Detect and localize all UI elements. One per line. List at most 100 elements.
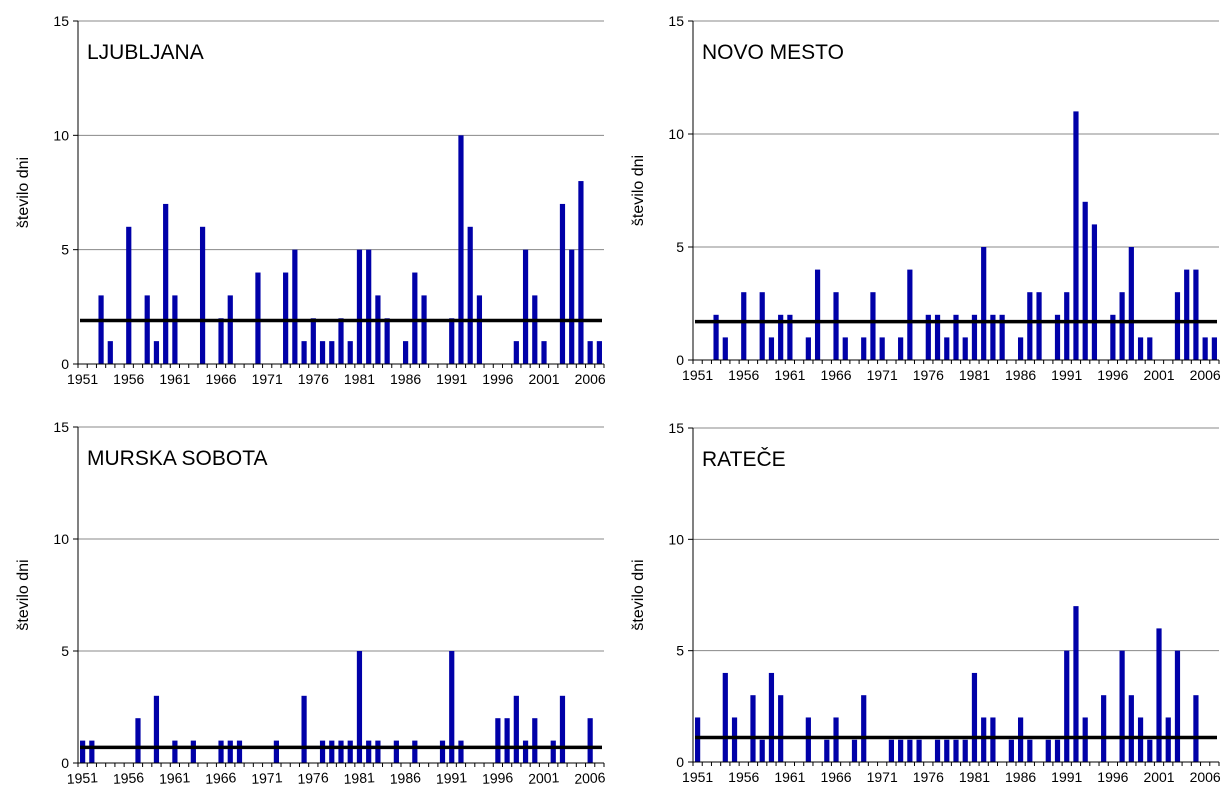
y-tick-label: 15 (53, 419, 69, 435)
bar (1064, 292, 1069, 360)
bar (495, 718, 500, 763)
bar (329, 741, 334, 763)
bar (944, 740, 949, 762)
bar (935, 740, 940, 762)
bar (551, 741, 556, 763)
bar (880, 337, 885, 360)
x-tick-label: 2001 (528, 769, 560, 787)
bar (154, 341, 159, 364)
bar (1120, 651, 1125, 762)
bar (695, 717, 700, 762)
x-tick-label: 1966 (820, 769, 851, 785)
x-tick-label: 1976 (298, 371, 329, 387)
bar (588, 718, 593, 763)
bar (723, 337, 728, 360)
x-tick-label: 1971 (867, 769, 898, 785)
bar (833, 717, 838, 762)
bar (1138, 717, 1143, 762)
bar (578, 181, 583, 364)
bar (1027, 740, 1032, 762)
bar (1193, 270, 1198, 360)
bar (172, 741, 177, 763)
bar (1036, 292, 1041, 360)
bar (1018, 337, 1023, 360)
y-tick-label: 0 (676, 754, 684, 770)
y-tick-label: 15 (668, 13, 684, 29)
x-tick-label: 1956 (113, 371, 144, 387)
bar (1064, 651, 1069, 762)
x-tick-label: 1956 (728, 769, 759, 785)
bar (560, 696, 565, 763)
bar (283, 273, 288, 364)
station-title: RATEČE (702, 448, 786, 471)
bar (898, 337, 903, 360)
y-axis-label: število dni (630, 155, 647, 226)
bar (375, 741, 380, 763)
bar (228, 741, 233, 763)
bar (1156, 628, 1161, 762)
bar (1147, 337, 1152, 360)
bar (228, 295, 233, 364)
bar (916, 740, 921, 762)
x-tick-label: 1951 (682, 769, 713, 785)
bar (778, 695, 783, 762)
bar (1009, 740, 1014, 762)
x-tick-label: 2006 (1190, 769, 1221, 785)
chart-panel: 0 5 10 15 1951 1956 1961 1966 1971 1976 1981 1986 19… (15, 13, 606, 387)
bar (1203, 337, 1208, 360)
y-tick-label: 5 (676, 239, 684, 255)
x-tick-label: 1991 (1051, 769, 1082, 785)
x-tick-label: 1956 (728, 367, 759, 383)
bar (1193, 695, 1198, 762)
station-title: NOVO MESTO (702, 41, 844, 64)
bar (806, 717, 811, 762)
bar (541, 341, 546, 364)
bar (843, 337, 848, 360)
bar (870, 292, 875, 360)
x-tick-label: 1966 (205, 769, 237, 787)
y-tick-label: 10 (668, 126, 684, 142)
x-tick-label: 1961 (159, 769, 191, 787)
bar (769, 337, 774, 360)
bar (769, 673, 774, 762)
bar (458, 135, 463, 364)
bar (815, 270, 820, 360)
x-tick-label: 1951 (66, 769, 98, 787)
y-tick-label: 5 (676, 643, 684, 659)
bar (898, 740, 903, 762)
bar (1138, 337, 1143, 360)
bar (348, 341, 353, 364)
y-tick-label: 10 (668, 531, 684, 547)
bar (1101, 695, 1106, 762)
x-tick-label: 1996 (482, 769, 514, 787)
bar (403, 341, 408, 364)
bar (301, 341, 306, 364)
x-tick-label: 1951 (67, 371, 98, 387)
bar (126, 227, 131, 364)
bar (560, 204, 565, 364)
bar (154, 696, 159, 763)
bar (953, 740, 958, 762)
bar (274, 741, 279, 763)
x-tick-label: 1951 (682, 367, 713, 383)
bar (569, 250, 574, 364)
bar (732, 717, 737, 762)
bar (861, 695, 866, 762)
bar (588, 341, 593, 364)
bar (357, 250, 362, 364)
bar (824, 740, 829, 762)
bar (163, 204, 168, 364)
bar (532, 718, 537, 763)
bar (597, 341, 602, 364)
bar (514, 341, 519, 364)
x-tick-label: 1986 (389, 769, 421, 787)
bar (145, 295, 150, 364)
bar (98, 295, 103, 364)
bar (760, 740, 765, 762)
x-tick-label: 1986 (390, 371, 421, 387)
bar (80, 741, 85, 763)
bar (301, 696, 306, 763)
bar (218, 741, 223, 763)
bar (191, 741, 196, 763)
